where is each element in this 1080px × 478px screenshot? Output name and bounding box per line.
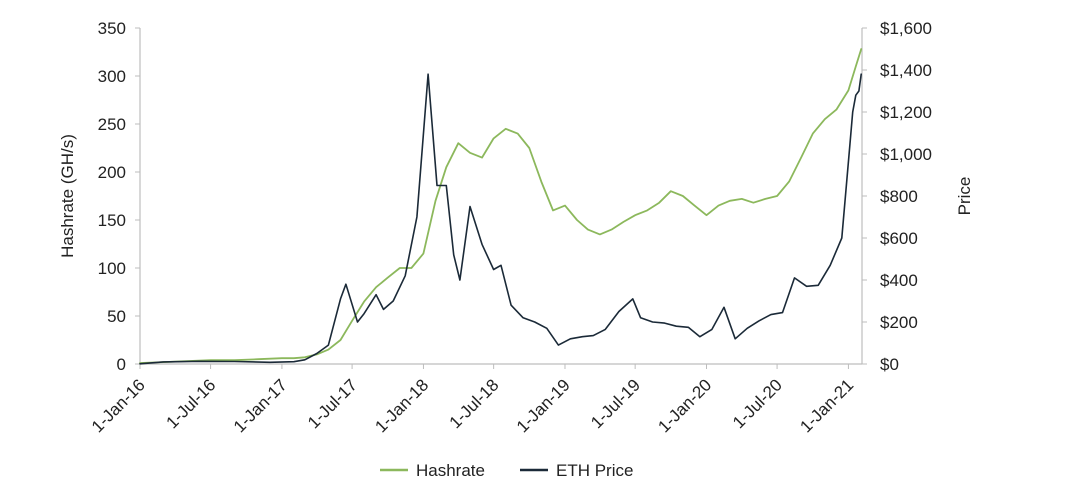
legend-label: Hashrate (416, 461, 485, 478)
x-tick-label: 1-Jan-20 (654, 375, 715, 436)
x-tick-label: 1-Jul-18 (446, 375, 503, 432)
legend-label: ETH Price (556, 461, 633, 478)
y-tick-label: 250 (98, 115, 126, 134)
y2-tick-label: $1,400 (880, 61, 932, 80)
y-tick-label: 100 (98, 259, 126, 278)
x-axis-ticks: 1-Jan-16 1-Jul-16 1-Jan-17 1-Jul-17 1-Jan-18… (88, 364, 857, 436)
y2-tick-label: $800 (880, 187, 918, 206)
y2-axis-title: Price (955, 177, 974, 216)
y2-tick-label: $400 (880, 271, 918, 290)
y2-tick-label: $1,600 (880, 19, 932, 38)
x-tick-label: 1-Jul-20 (729, 375, 786, 432)
hashrate-series-line (139, 48, 863, 364)
y-tick-label: 50 (107, 307, 126, 326)
y2-tick-label: $0 (880, 355, 899, 374)
eth-price-series-line (139, 73, 862, 365)
x-tick-label: 1-Jan-16 (88, 375, 149, 436)
y2-tick-label: $1,000 (880, 145, 932, 164)
y2-tick-label: $200 (880, 313, 918, 332)
y-axis-ticks: 0 50 100 150 200 250 300 350 (98, 19, 140, 374)
y-tick-label: 300 (98, 67, 126, 86)
x-tick-label: 1-Jul-16 (163, 375, 220, 432)
y2-axis-ticks: $0 $200 $400 $600 $800 $1,000 $1,200 $1,400 $1,6… (862, 19, 932, 374)
x-tick-label: 1-Jul-19 (587, 375, 644, 432)
y-tick-label: 0 (117, 355, 126, 374)
legend: Hashrate ETH Price (380, 461, 633, 478)
y-axis-title: Hashrate (GH/s) (58, 134, 77, 258)
y2-tick-label: $600 (880, 229, 918, 248)
y-tick-label: 350 (98, 19, 126, 38)
y2-tick-label: $1,200 (880, 103, 932, 122)
x-tick-label: 1-Jan-17 (230, 375, 291, 436)
x-tick-label: 1-Jul-17 (304, 375, 361, 432)
axes (139, 28, 863, 365)
x-tick-label: 1-Jan-19 (513, 375, 574, 436)
series-layer (139, 48, 863, 365)
x-tick-label: 1-Jan-18 (371, 375, 432, 436)
y-tick-label: 150 (98, 211, 126, 230)
y-tick-label: 200 (98, 163, 126, 182)
x-tick-label: 1-Jan-21 (796, 375, 857, 436)
